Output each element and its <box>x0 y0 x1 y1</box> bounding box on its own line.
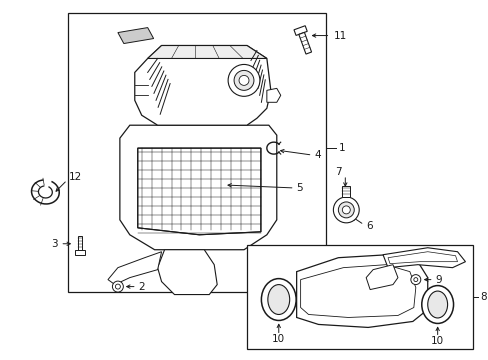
Text: 2: 2 <box>139 282 145 292</box>
Polygon shape <box>118 28 153 44</box>
Bar <box>342 186 349 197</box>
Text: 10: 10 <box>272 334 285 345</box>
Polygon shape <box>293 26 306 35</box>
Text: 5: 5 <box>296 183 303 193</box>
Polygon shape <box>266 88 280 102</box>
Circle shape <box>239 75 248 85</box>
Polygon shape <box>138 148 261 235</box>
Polygon shape <box>157 250 217 294</box>
Polygon shape <box>135 45 270 125</box>
Polygon shape <box>120 125 276 250</box>
Bar <box>75 250 85 255</box>
Bar <box>78 236 82 250</box>
Circle shape <box>333 197 359 223</box>
Text: 8: 8 <box>479 292 486 302</box>
Bar <box>68 13 326 292</box>
Circle shape <box>234 71 253 90</box>
Text: 3: 3 <box>51 239 57 249</box>
Text: 11: 11 <box>333 31 346 41</box>
Polygon shape <box>382 248 465 268</box>
Text: 10: 10 <box>430 336 443 346</box>
Bar <box>246 245 472 349</box>
Ellipse shape <box>267 285 289 315</box>
Text: 4: 4 <box>314 150 321 160</box>
Text: 1: 1 <box>338 143 344 153</box>
Text: 6: 6 <box>366 221 372 231</box>
Polygon shape <box>298 32 311 54</box>
Circle shape <box>112 281 123 292</box>
Polygon shape <box>296 255 427 328</box>
Polygon shape <box>147 45 266 58</box>
Ellipse shape <box>427 291 447 318</box>
Circle shape <box>342 206 349 214</box>
Text: 9: 9 <box>435 275 442 285</box>
Polygon shape <box>108 252 161 285</box>
Circle shape <box>338 202 353 218</box>
Circle shape <box>410 275 420 285</box>
Text: 7: 7 <box>334 167 341 177</box>
Text: 12: 12 <box>69 172 82 182</box>
Ellipse shape <box>261 279 296 320</box>
Circle shape <box>228 64 259 96</box>
Polygon shape <box>366 265 397 289</box>
Ellipse shape <box>421 285 453 323</box>
